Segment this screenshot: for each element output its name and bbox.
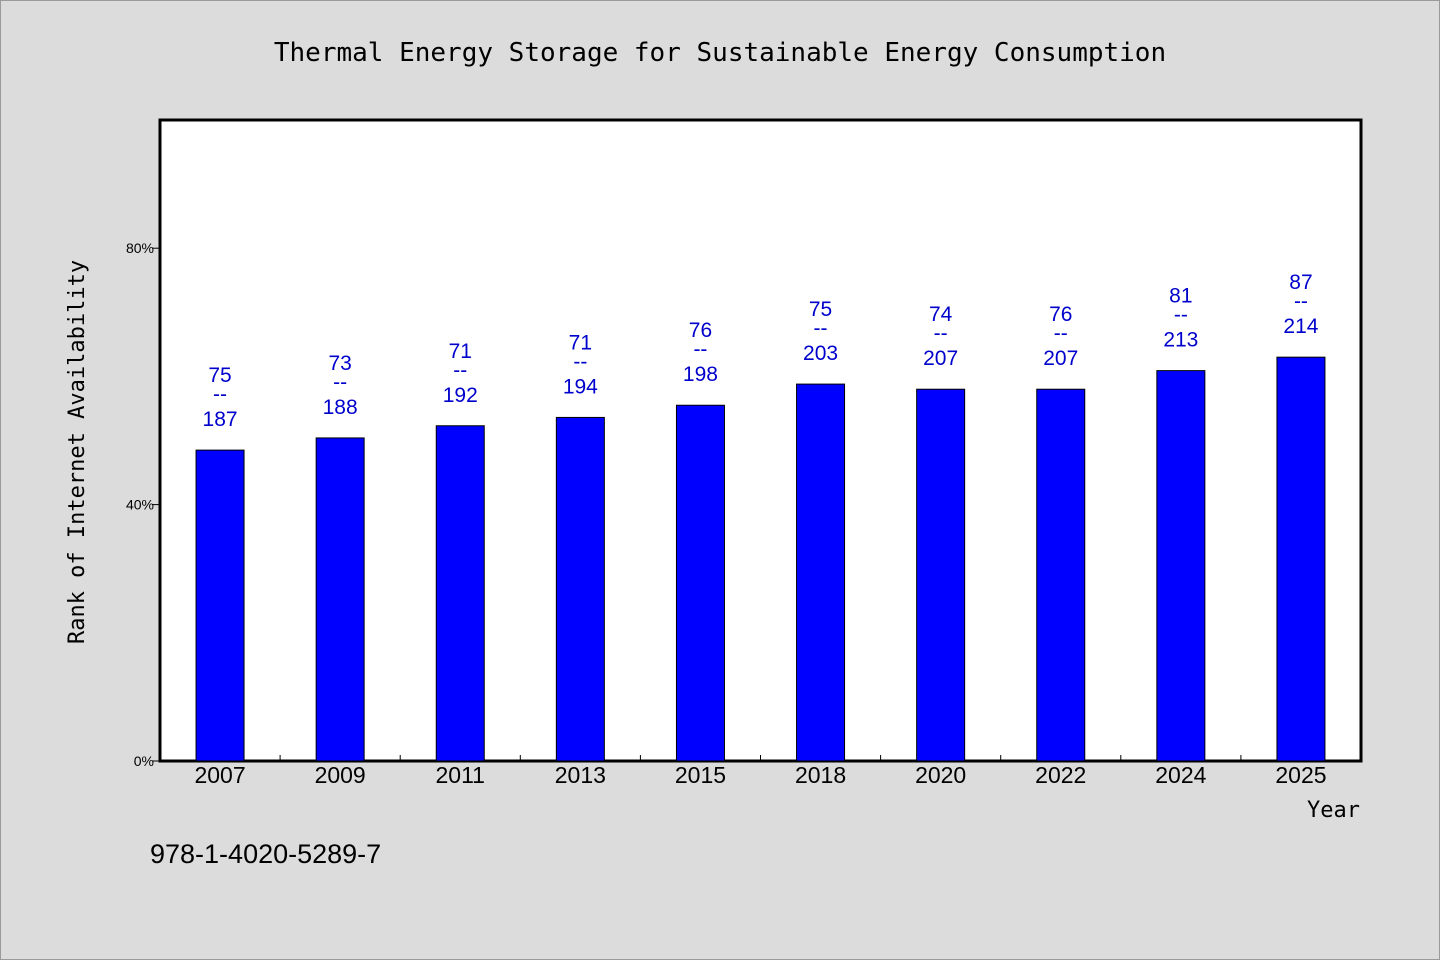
bar xyxy=(1036,388,1086,762)
bar-value-label: 87 xyxy=(1289,271,1312,294)
bar-value-label: -- xyxy=(1174,304,1188,327)
y-tick-label: 0% xyxy=(134,753,154,769)
bar-value-label: -- xyxy=(573,350,587,373)
bar-value-label: 71 xyxy=(569,331,592,354)
bar-value-label: -- xyxy=(814,317,828,340)
x-tick-label: 2022 xyxy=(1035,762,1086,788)
bar xyxy=(195,449,245,762)
x-tick-label: 2015 xyxy=(675,762,726,788)
x-tick-label: 2013 xyxy=(555,762,606,788)
bar-value-label: 75 xyxy=(809,298,832,321)
y-tick-label: 80% xyxy=(126,240,154,256)
bar xyxy=(555,416,605,762)
bar-value-label: 203 xyxy=(803,342,838,365)
y-axis: 0% 40% 80% xyxy=(126,240,160,769)
x-axis: 2007 2009 2011 2013 2015 2018 2020 2022 2024 2025 xyxy=(194,755,1327,788)
bar xyxy=(675,404,725,762)
bar-value-label: 192 xyxy=(443,384,478,407)
bar-value-label: -- xyxy=(934,322,948,345)
x-tick-label: 2020 xyxy=(915,762,966,788)
bar xyxy=(916,388,966,762)
x-axis-title: Year xyxy=(1307,798,1360,823)
y-axis-title: Rank of Internet Availability xyxy=(65,260,90,644)
bar-value-label: -- xyxy=(333,371,347,394)
bar-value-label: 194 xyxy=(563,375,598,398)
x-tick-label: 2024 xyxy=(1155,762,1206,788)
bar-value-label: -- xyxy=(693,338,707,361)
bar-value-label: 75 xyxy=(208,364,231,387)
x-tick-label: 2018 xyxy=(795,762,846,788)
x-tick-label: 2011 xyxy=(436,762,485,788)
bar-value-label: 76 xyxy=(689,319,712,342)
x-tick-label: 2007 xyxy=(194,762,245,788)
bar-value-label: -- xyxy=(1294,290,1308,313)
chart-title: Thermal Energy Storage for Sustainable E… xyxy=(274,38,1166,68)
bar xyxy=(1276,356,1326,762)
bar-value-label: 74 xyxy=(929,303,953,326)
x-tick-label: 2009 xyxy=(315,762,366,788)
bar-value-label: -- xyxy=(453,359,467,382)
isbn-text: 978-1-4020-5289-7 xyxy=(150,839,381,869)
bar xyxy=(435,425,485,762)
data-labels: 75--18773--18871--19271--19476--19875--2… xyxy=(203,271,1319,431)
bar xyxy=(1156,370,1206,762)
bar-value-label: -- xyxy=(213,383,227,406)
bar-value-label: 187 xyxy=(203,408,238,431)
y-tick-label: 40% xyxy=(126,497,154,513)
x-tick-label: 2025 xyxy=(1275,762,1326,788)
bar-value-label: 81 xyxy=(1169,285,1192,308)
bar-value-label: 198 xyxy=(683,363,718,386)
bar-value-label: 207 xyxy=(923,347,958,370)
bar xyxy=(315,437,365,762)
bar-value-label: 213 xyxy=(1163,329,1198,352)
bar-value-label: 76 xyxy=(1049,303,1072,326)
bar-value-label: 73 xyxy=(328,352,351,375)
bar-value-label: 188 xyxy=(323,396,358,419)
bar xyxy=(796,383,846,762)
bar-value-label: 207 xyxy=(1043,347,1078,370)
bar-value-label: 214 xyxy=(1283,315,1318,338)
bar-series xyxy=(195,356,1326,762)
bar-value-label: 71 xyxy=(449,340,472,363)
bar-value-label: -- xyxy=(1054,322,1068,345)
